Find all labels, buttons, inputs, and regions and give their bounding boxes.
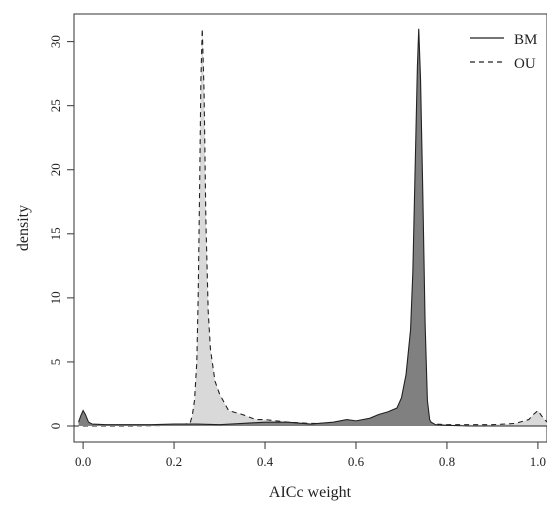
series-bm-fill bbox=[78, 28, 547, 426]
series-layer bbox=[74, 28, 547, 427]
series-ou-fill bbox=[74, 28, 547, 427]
x-tick-label: 0.2 bbox=[166, 454, 182, 469]
y-tick-label: 5 bbox=[48, 359, 63, 366]
x-tick-label: 0.0 bbox=[75, 454, 91, 469]
plot-frame bbox=[73, 13, 547, 443]
y-tick-label: 0 bbox=[48, 423, 63, 430]
y-axis-label: density bbox=[15, 205, 32, 251]
y-tick-label: 15 bbox=[48, 227, 63, 240]
x-axis-label: AICc weight bbox=[269, 484, 352, 501]
series-ou-line bbox=[74, 28, 547, 427]
x-tick-label: 1.0 bbox=[530, 454, 546, 469]
y-axis: 0 5 10 15 20 25 30 bbox=[48, 35, 74, 429]
series-bm-line bbox=[78, 28, 547, 427]
y-tick-label: 30 bbox=[48, 35, 63, 48]
x-tick-label: 0.6 bbox=[348, 454, 365, 469]
x-tick-label: 0.8 bbox=[439, 454, 455, 469]
x-tick-label: 0.4 bbox=[257, 454, 274, 469]
legend: BM OU bbox=[470, 32, 537, 72]
legend-ou-label: OU bbox=[514, 56, 536, 72]
y-tick-label: 20 bbox=[48, 163, 63, 176]
x-axis: 0.0 0.2 0.4 0.6 0.8 1.0 bbox=[75, 442, 546, 469]
y-tick-label: 10 bbox=[48, 291, 63, 304]
y-tick-label: 25 bbox=[48, 99, 63, 112]
legend-bm-label: BM bbox=[514, 32, 537, 48]
